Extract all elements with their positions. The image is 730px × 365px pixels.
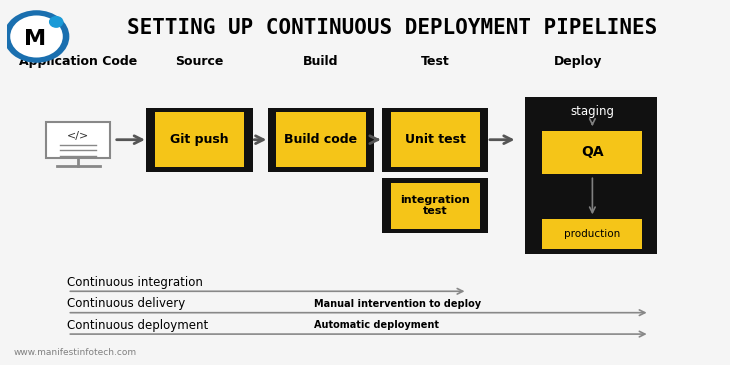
Text: integration
test: integration test: [400, 195, 470, 216]
FancyBboxPatch shape: [391, 112, 480, 167]
Text: Continuous deployment: Continuous deployment: [67, 319, 209, 332]
Text: Continuous delivery: Continuous delivery: [67, 297, 185, 310]
Text: Source: Source: [175, 55, 224, 68]
Text: Test: Test: [421, 55, 450, 68]
Text: Application Code: Application Code: [19, 55, 137, 68]
Text: Git push: Git push: [170, 133, 229, 146]
Text: production: production: [564, 229, 620, 239]
Text: Continuous integration: Continuous integration: [67, 276, 203, 289]
Text: SETTING UP CONTINUOUS DEPLOYMENT PIPELINES: SETTING UP CONTINUOUS DEPLOYMENT PIPELIN…: [127, 19, 658, 38]
FancyBboxPatch shape: [46, 122, 110, 158]
FancyBboxPatch shape: [382, 178, 488, 233]
Text: Build code: Build code: [285, 133, 358, 146]
FancyBboxPatch shape: [525, 97, 657, 254]
Text: www.manifestinfotech.com: www.manifestinfotech.com: [14, 348, 137, 357]
FancyBboxPatch shape: [391, 182, 480, 229]
Text: staging: staging: [570, 105, 615, 118]
FancyBboxPatch shape: [155, 112, 245, 167]
FancyBboxPatch shape: [277, 112, 366, 167]
FancyBboxPatch shape: [268, 108, 374, 172]
FancyBboxPatch shape: [382, 108, 488, 172]
FancyBboxPatch shape: [542, 131, 642, 174]
Text: Manual intervention to deploy: Manual intervention to deploy: [314, 299, 481, 309]
FancyBboxPatch shape: [542, 219, 642, 249]
Circle shape: [50, 17, 63, 27]
Text: M: M: [24, 30, 46, 49]
Text: Unit test: Unit test: [405, 133, 466, 146]
Text: QA: QA: [581, 145, 604, 159]
Text: Deploy: Deploy: [554, 55, 602, 68]
Text: Build: Build: [303, 55, 339, 68]
Circle shape: [10, 15, 63, 58]
Text: </>: </>: [67, 131, 89, 141]
Text: Automatic deployment: Automatic deployment: [314, 320, 439, 330]
Circle shape: [4, 10, 69, 63]
FancyBboxPatch shape: [146, 108, 253, 172]
